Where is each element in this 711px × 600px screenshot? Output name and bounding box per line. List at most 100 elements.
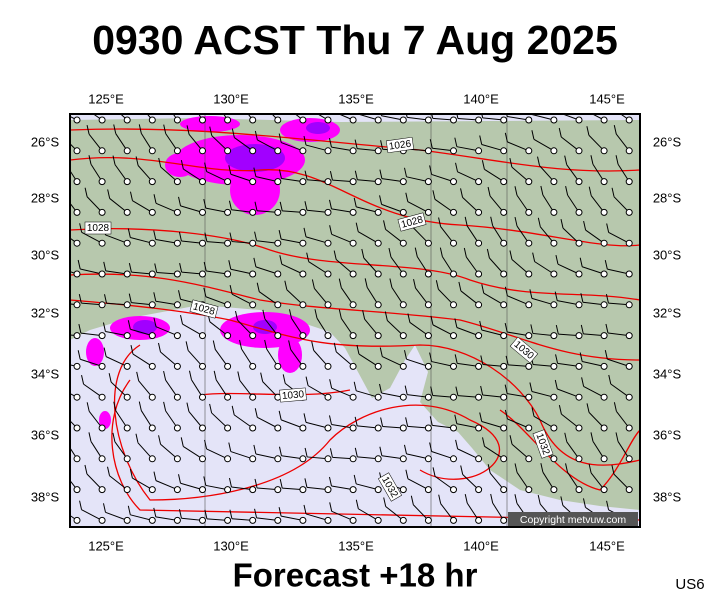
barb-station bbox=[600, 116, 608, 124]
barb-station bbox=[500, 116, 508, 124]
barb-station bbox=[123, 239, 131, 247]
wind-barb bbox=[580, 293, 608, 309]
wind-barb bbox=[405, 417, 432, 432]
barb-station bbox=[299, 178, 307, 186]
barb-station bbox=[148, 239, 156, 247]
wind-barb bbox=[504, 322, 533, 340]
wind-barb bbox=[413, 278, 432, 309]
barb-station bbox=[224, 301, 232, 309]
barb-station bbox=[274, 332, 282, 340]
barb-flag bbox=[353, 474, 357, 485]
barb-station bbox=[274, 424, 282, 432]
barb-station bbox=[299, 455, 307, 463]
barb-staff bbox=[381, 178, 404, 183]
wind-barb bbox=[78, 294, 106, 309]
barb-staff bbox=[70, 143, 78, 152]
barb-flag bbox=[430, 315, 434, 325]
wind-barb bbox=[356, 344, 382, 370]
barb-staff bbox=[256, 240, 278, 244]
barb-station bbox=[575, 424, 583, 432]
barb-staff bbox=[381, 455, 404, 460]
barb-station bbox=[500, 362, 508, 370]
barb-staff bbox=[489, 195, 505, 213]
barb-flag bbox=[209, 403, 213, 414]
barb-staff bbox=[239, 380, 254, 398]
barb-flag bbox=[354, 416, 358, 426]
wind-barb bbox=[514, 216, 533, 247]
wind-barb bbox=[198, 114, 206, 124]
wind-barb bbox=[454, 318, 483, 340]
barb-station bbox=[224, 208, 232, 216]
barb-staff bbox=[281, 419, 304, 429]
barb-station bbox=[224, 424, 232, 432]
barb-flag bbox=[606, 223, 610, 233]
barb-staff bbox=[407, 116, 429, 121]
barb-flag bbox=[188, 370, 192, 380]
wind-barb bbox=[204, 439, 232, 463]
wind-barb bbox=[178, 474, 206, 494]
barb-flag bbox=[239, 339, 243, 350]
barb-station bbox=[73, 424, 81, 432]
wind-barb bbox=[530, 324, 558, 340]
barb-staff bbox=[180, 482, 203, 491]
wind-barb bbox=[146, 114, 156, 124]
barb-staff bbox=[286, 289, 304, 306]
wind-barb bbox=[104, 294, 131, 309]
barb-staff bbox=[137, 165, 153, 182]
barb-staff bbox=[70, 514, 78, 521]
barb-flag bbox=[383, 220, 387, 230]
barb-station bbox=[123, 147, 131, 155]
barb-staff bbox=[337, 114, 354, 121]
wind-barb bbox=[304, 447, 332, 463]
barb-station bbox=[450, 393, 457, 401]
wind-barb bbox=[127, 228, 156, 247]
barb-flag bbox=[103, 347, 107, 357]
barb-staff bbox=[483, 292, 504, 306]
barb-staff bbox=[155, 239, 178, 244]
wind-barb bbox=[439, 247, 457, 278]
wind-barb bbox=[204, 162, 232, 186]
barb-staff bbox=[307, 179, 329, 183]
wind-barb bbox=[223, 114, 232, 124]
barb-staff bbox=[607, 332, 630, 337]
wind-barb bbox=[328, 476, 357, 494]
lon-label: 135°E bbox=[338, 91, 374, 106]
barb-flag bbox=[254, 478, 258, 489]
barb-station bbox=[349, 270, 357, 278]
wind-barb bbox=[305, 376, 332, 401]
barb-staff bbox=[281, 455, 303, 460]
barb-flag bbox=[304, 170, 308, 180]
barb-station bbox=[249, 301, 257, 309]
barb-flag bbox=[490, 493, 494, 504]
barb-flag bbox=[455, 162, 459, 172]
barb-staff bbox=[257, 139, 279, 152]
barb-flag bbox=[564, 155, 568, 165]
barb-station bbox=[424, 424, 432, 432]
barb-station bbox=[550, 270, 558, 278]
barb-staff bbox=[105, 234, 128, 244]
barb-flag bbox=[564, 432, 568, 442]
barb-station bbox=[98, 239, 106, 247]
barb-staff bbox=[460, 290, 479, 306]
wind-barb bbox=[264, 339, 282, 370]
wind-barb bbox=[414, 247, 432, 278]
barb-staff bbox=[233, 414, 253, 429]
wind-barb bbox=[558, 127, 583, 155]
barb-flag bbox=[153, 230, 157, 240]
barb-staff bbox=[358, 353, 379, 367]
barb-flag bbox=[204, 162, 208, 172]
barb-flag bbox=[464, 216, 468, 227]
barb-staff bbox=[81, 509, 103, 521]
isobar-label-text: 1026 bbox=[388, 139, 412, 153]
wind-barb bbox=[70, 420, 81, 432]
wind-barb bbox=[329, 199, 357, 216]
barb-flag bbox=[355, 499, 359, 509]
wind-barb bbox=[254, 201, 282, 216]
barb-flag bbox=[414, 247, 418, 257]
barb-station bbox=[173, 178, 181, 186]
barb-staff bbox=[533, 138, 555, 152]
barb-station bbox=[274, 301, 282, 309]
wind-barb bbox=[333, 250, 357, 278]
wind-barb bbox=[130, 344, 156, 370]
barb-staff bbox=[406, 453, 429, 460]
